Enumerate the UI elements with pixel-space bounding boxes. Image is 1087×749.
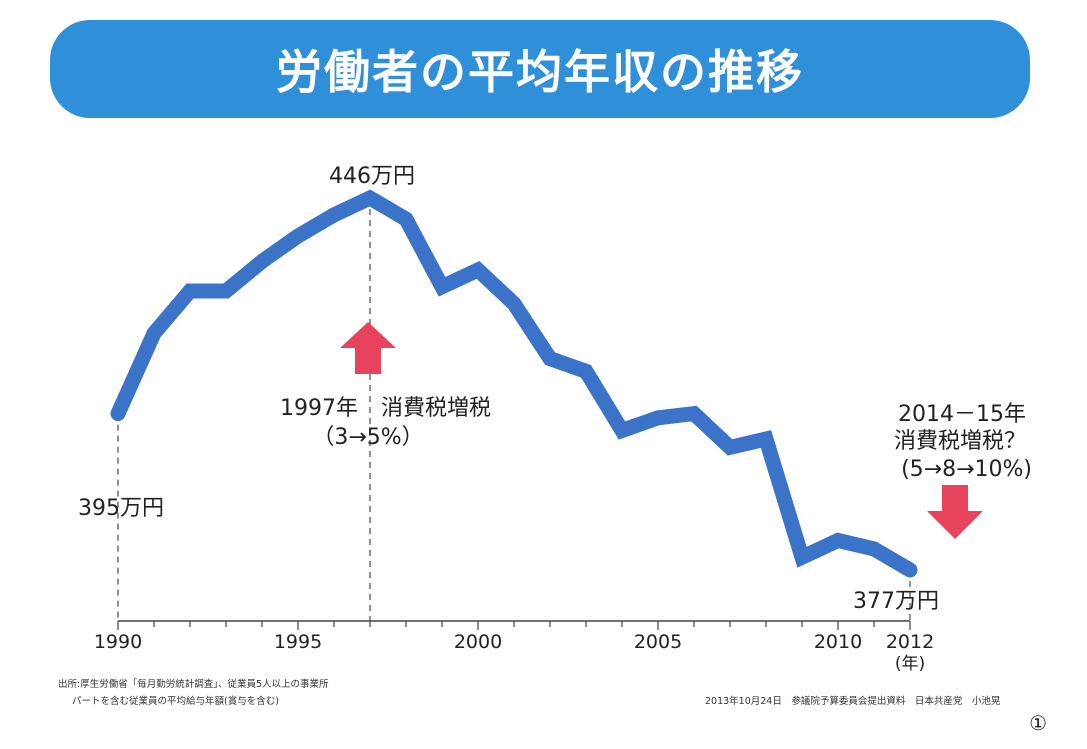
title-banner: 労働者の平均年収の推移	[50, 20, 1030, 118]
annotation-1997-year: 1997年	[280, 396, 358, 421]
tax-hike-down-arrow	[927, 485, 983, 539]
arrow-layer	[340, 322, 983, 539]
x-tick-label: 1995	[274, 631, 322, 653]
annotation-2014-year: 2014－15年	[898, 402, 1026, 427]
start-value-label: 395万円	[78, 496, 164, 521]
x-axis-unit: (年)	[895, 654, 925, 674]
tax-hike-up-arrow	[340, 322, 396, 374]
peak-value-label: 446万円	[329, 164, 415, 189]
annotation-2014-title: 消費税増税？	[894, 429, 1026, 454]
wage-series-line	[110, 189, 918, 578]
source-note-line2: パートを含む従業員の平均給与年額(賞与を含む)	[72, 696, 279, 707]
x-tick-label: 2000	[454, 631, 502, 653]
x-axis: 1990 1995 2000 2005 2010 2012(年)	[94, 620, 934, 674]
source-note-line1: 出所:厚生労働省「毎月勤労統計調査」、従業員5人以上の事業所	[58, 679, 329, 690]
x-tick-label: 2010	[814, 631, 862, 653]
x-tick-label: 1990	[94, 631, 142, 653]
x-tick-label: 2005	[634, 631, 682, 653]
guide-lines	[117, 198, 911, 621]
annotation-1997-detail: （3→5%）	[312, 425, 423, 450]
chart-title: 労働者の平均年収の推移	[276, 45, 804, 99]
credit-note: 2013年10月24日 参議院予算委員会提出資料 日本共産党 小池晃	[705, 696, 1001, 707]
page-number: ①	[1029, 711, 1047, 735]
series-layer	[110, 189, 918, 578]
end-value-label: 377万円	[853, 589, 939, 614]
label-layer: 395万円 446万円 377万円 1997年 消費税増税 （3→5%） 2014－15年消…	[78, 164, 1032, 614]
x-tick-label: 2012	[886, 631, 934, 653]
annotation-1997-title: 消費税増税	[381, 396, 491, 421]
annotation-2014-detail: (5→8→10%)	[901, 457, 1032, 482]
